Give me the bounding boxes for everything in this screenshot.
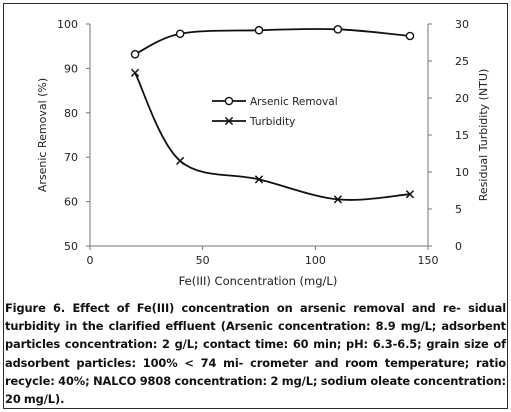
y-tick-label-right: 15	[455, 129, 469, 142]
data-point-arsenic-removal	[333, 25, 343, 34]
legend-marker-x	[224, 116, 234, 126]
data-point-turbidity	[254, 175, 264, 184]
y-tick-label-left: 50	[64, 240, 78, 253]
series-line-turbidity	[134, 72, 411, 201]
data-point-arsenic-removal	[405, 31, 415, 41]
data-point-turbidity	[176, 156, 185, 166]
x-tick-label: 150	[418, 254, 439, 267]
figure-frame	[3, 3, 508, 409]
caption-line: concentration: 2 mg/L; sodium oleate con…	[5, 373, 507, 407]
legend-marker-circle	[224, 96, 234, 106]
y-tick-label-right: 20	[455, 92, 469, 105]
chart: 50 60 70 80 90 100 0 5 10 15 20 25 30 0 50 100 150 Fe(III…	[36, 18, 490, 288]
y-tick-label-right: 30	[455, 18, 469, 31]
y-tick-label-right: 5	[455, 203, 462, 216]
x-tick-label: 100	[305, 254, 326, 267]
x-axis-title: Fe(III) Concentration (mg/L)	[179, 274, 338, 288]
y-tick-label-left: 100	[57, 18, 78, 31]
y-axis-title-left: Arsenic Removal (%)	[36, 78, 49, 192]
caption-line: crometer and room temperature; ratio rec…	[5, 355, 507, 388]
y-axis-title-right: Residual Turbidity (NTU)	[477, 69, 490, 201]
y-tick-label-left: 80	[64, 107, 78, 120]
y-tick-label-left: 60	[64, 196, 78, 209]
legend-label: Arsenic Removal	[250, 96, 338, 108]
legend-label: Turbidity	[249, 116, 295, 128]
x-tick-label: 50	[196, 254, 210, 267]
y-tick-label-right: 0	[455, 240, 462, 253]
x-tick-label: 0	[87, 254, 94, 267]
y-tick-label-left: 90	[64, 62, 78, 75]
data-point-turbidity	[130, 68, 140, 77]
y-tick-label-right: 10	[455, 166, 469, 179]
data-point-arsenic-removal	[254, 25, 264, 35]
caption-line: sidual turbidity in the clarified efflue…	[5, 301, 507, 334]
caption-line: min; pH: 6.3-6.5; grain size of adsorben…	[5, 337, 506, 370]
data-point-turbidity	[405, 190, 415, 199]
y-tick-label-right: 25	[455, 55, 469, 68]
caption-line: Figure 6. Effect of Fe(III) concentratio…	[5, 301, 461, 315]
data-point-turbidity	[333, 195, 342, 204]
caption-line: mg/L; adsorbent particles concentration:…	[5, 319, 507, 352]
y-tick-label-left: 70	[64, 151, 78, 164]
data-point-arsenic-removal	[175, 29, 185, 39]
data-point-arsenic-removal	[130, 49, 140, 59]
figure-caption: Figure 6. Effect of Fe(III) concentratio…	[5, 299, 506, 408]
